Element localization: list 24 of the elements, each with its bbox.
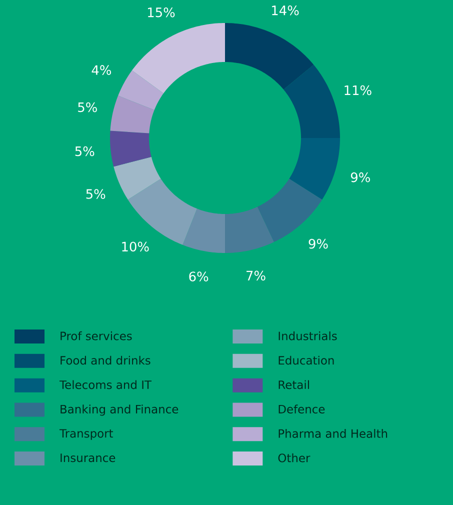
legend-label: Retail: [278, 380, 309, 390]
data-label: 5%: [78, 102, 97, 112]
data-label: 5%: [86, 189, 106, 199]
legend-label: Telecoms and IT: [59, 380, 152, 390]
legend-label: Insurance: [60, 454, 116, 462]
legend-label: Transport: [59, 429, 114, 440]
legend-label: Industrials: [278, 331, 337, 340]
data-label: 9%: [350, 172, 370, 182]
data-label: 7%: [246, 270, 266, 280]
data-label: 14%: [272, 6, 299, 16]
legend-label: Pharma and Health: [278, 429, 388, 438]
legend-label: Other: [278, 453, 310, 462]
data-label: 6%: [189, 272, 208, 282]
legend-label: Defence: [278, 404, 325, 414]
legend-label: Education: [278, 356, 334, 365]
data-label: 4%: [92, 65, 111, 75]
data-label: 9%: [308, 238, 328, 249]
legend-label: Prof services: [60, 331, 132, 340]
data-label: 15%: [148, 7, 175, 18]
data-label: 10%: [122, 242, 149, 252]
data-label: 5%: [75, 146, 94, 156]
legend-label: Banking and Finance: [60, 404, 178, 416]
legend-label: Food and drinks: [60, 356, 150, 365]
data-label: 11%: [344, 85, 372, 96]
